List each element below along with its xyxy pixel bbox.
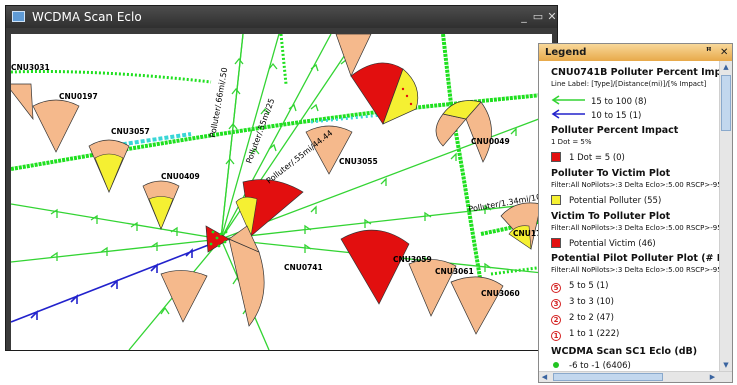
legend-content: CNU0741B Polluter Percent Impact Line La… xyxy=(539,61,719,371)
sector-bottom-left[interactable] xyxy=(160,270,208,323)
pilot-count-icon: 2 xyxy=(551,315,561,325)
scroll-left-icon[interactable]: ◀ xyxy=(541,373,548,381)
legend-subtitle: Filter:All NoPilots>:3 Delta Eclo>:5.00 … xyxy=(551,181,719,189)
legend-subtitle: Line Label: [Type]/[Distance(mi)]/[% Imp… xyxy=(551,80,707,88)
legend-item: Potential Polluter (55) xyxy=(551,195,661,207)
scroll-down-icon[interactable]: ▼ xyxy=(723,361,729,369)
map-canvas[interactable]: CNU3031 CNU0197 CNU3057 CNU0409 CNU3055 … xyxy=(11,34,552,350)
legend-item: 15 to 100 (8) xyxy=(551,95,647,107)
legend-section-title: Potential Pilot Polluter Plot (# Pilots) xyxy=(551,253,719,264)
site-label: CNU175 xyxy=(513,229,547,238)
legend-section-title: Polluter To Victim Plot xyxy=(551,168,671,179)
legend-panel: Legend ꟸ ✕ CNU0741B Polluter Percent Imp… xyxy=(538,43,733,383)
map-window: WCDMA Scan Eclo _ ▭ ✕ xyxy=(5,5,558,351)
site-label: CNU3055 xyxy=(339,157,378,166)
sector-cnu3061[interactable] xyxy=(408,259,457,317)
minimize-button[interactable]: _ xyxy=(521,10,527,23)
legend-close-button[interactable]: ✕ xyxy=(720,47,729,58)
legend-section-title: CNU0741B Polluter Percent Impact xyxy=(551,67,719,78)
site-label: CNU0741 xyxy=(284,263,323,272)
legend-section-title: Victim To Polluter Plot xyxy=(551,211,671,222)
red-dot-swatch-icon xyxy=(551,152,561,162)
pollution-dots xyxy=(209,87,413,248)
window-titlebar[interactable]: WCDMA Scan Eclo _ ▭ ✕ xyxy=(6,6,557,28)
legend-section-title: WCDMA Scan SC1 Eclo (dB) xyxy=(551,346,698,357)
yellow-swatch-icon xyxy=(551,195,561,205)
legend-horizontal-scrollbar[interactable]: ◀ ▶ xyxy=(539,371,732,382)
scroll-thumb[interactable] xyxy=(553,373,663,381)
site-label: CNU3059 xyxy=(393,255,432,264)
close-button[interactable]: ✕ xyxy=(547,10,557,23)
sector-cnu3031[interactable] xyxy=(11,83,34,121)
legend-item: 1 Dot = 5 (0) xyxy=(551,152,625,164)
legend-vertical-scrollbar[interactable]: ▲ ▼ xyxy=(719,61,732,371)
legend-subtitle: Filter:All NoPilots>:3 Delta Eclo>:5.00 … xyxy=(551,224,719,232)
sector-cnu0197[interactable] xyxy=(32,99,80,153)
map-drawing[interactable]: CNU3031 CNU0197 CNU3057 CNU0409 CNU3055 … xyxy=(11,34,552,350)
green-arrow-icon xyxy=(551,95,585,105)
sector-cnu3055[interactable] xyxy=(305,125,353,175)
restore-button[interactable]: ▭ xyxy=(532,10,544,23)
legend-subtitle: 1 Dot = 5% xyxy=(551,138,592,146)
site-label: CNU3031 xyxy=(11,63,50,72)
legend-item: Potential Victim (46) xyxy=(551,238,656,250)
red-swatch-icon xyxy=(551,238,561,248)
sector-cnu3059[interactable] xyxy=(340,229,410,305)
sector-polluter-red[interactable] xyxy=(235,179,304,238)
site-label: CNU3060 xyxy=(481,289,520,298)
pilot-count-icon: 3 xyxy=(551,299,561,309)
scroll-right-icon[interactable]: ▶ xyxy=(709,373,716,381)
sector-cnu175[interactable] xyxy=(500,202,542,250)
legend-title: Legend xyxy=(545,47,587,58)
window-title: WCDMA Scan Eclo xyxy=(32,10,142,24)
sector-cnu0409[interactable] xyxy=(142,180,180,230)
site-label: CNU3057 xyxy=(111,127,150,136)
legend-subtitle: Filter:All NoPilots>:3 Delta Eclo>:5.00 … xyxy=(551,266,719,274)
site-label: CNU0049 xyxy=(471,137,510,146)
drive-route-dots xyxy=(11,34,552,285)
sector-cnu3060[interactable] xyxy=(450,276,504,335)
legend-item: -6 to -1 (6406) xyxy=(551,360,631,371)
legend-item: 10 to 15 (1) xyxy=(551,109,641,121)
polluter-lines xyxy=(11,34,552,350)
scroll-thumb[interactable] xyxy=(721,75,731,131)
site-label: CNU0197 xyxy=(59,92,98,101)
site-label: CNU3061 xyxy=(435,267,474,276)
pilot-count-icon: 1 xyxy=(551,331,561,341)
site-labels: CNU3031 CNU0197 CNU3057 CNU0409 CNU3055 … xyxy=(11,63,547,298)
pin-icon[interactable]: ꟸ xyxy=(706,47,712,57)
green-dot-icon xyxy=(553,362,559,368)
scroll-up-icon[interactable]: ▲ xyxy=(723,63,729,71)
app-icon xyxy=(12,11,25,22)
legend-titlebar[interactable]: Legend ꟸ ✕ xyxy=(539,44,732,61)
polluter-label: Polluter/.66mi/.50 xyxy=(208,67,229,139)
sector-top-tan[interactable] xyxy=(335,34,372,77)
site-label: CNU0409 xyxy=(161,172,200,181)
sector-cnu0049[interactable] xyxy=(435,100,492,163)
sector-cnu0741[interactable] xyxy=(205,225,265,327)
sector-cnu3057[interactable] xyxy=(88,139,130,193)
legend-section-title: Polluter Percent Impact xyxy=(551,125,679,136)
pilot-count-icon: 5 xyxy=(551,283,561,293)
blue-polluter-line xyxy=(11,243,212,323)
blue-arrow-icon xyxy=(551,109,585,119)
